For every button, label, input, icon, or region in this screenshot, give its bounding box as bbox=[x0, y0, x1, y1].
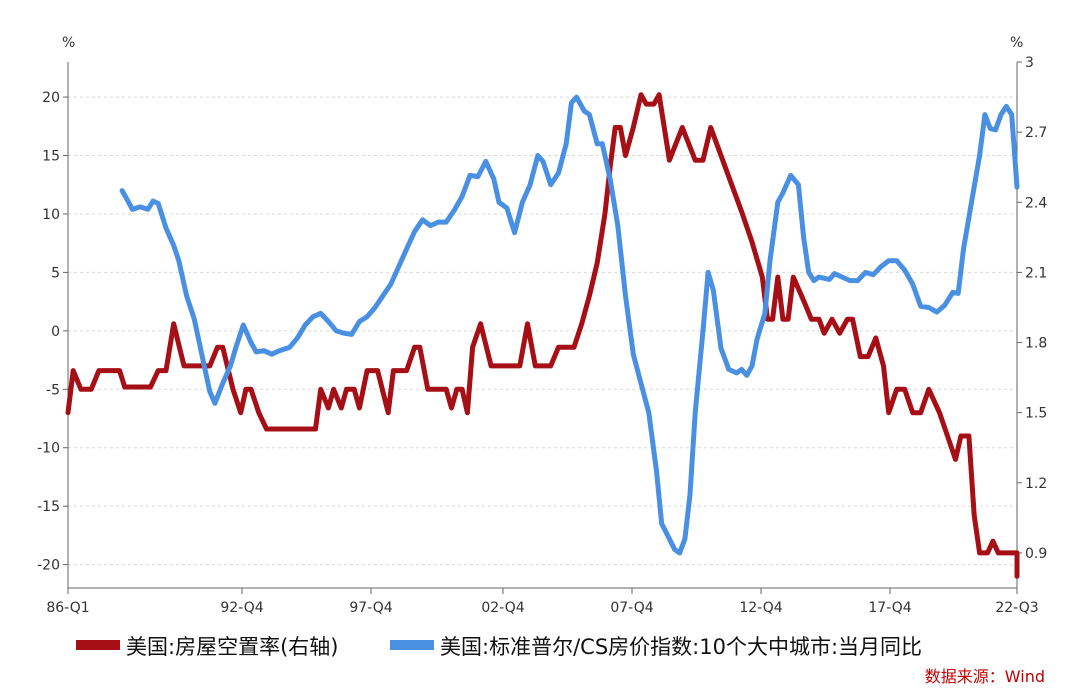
right-tick-label: 2.1 bbox=[1025, 265, 1047, 281]
legend-label-vacancy: 美国:房屋空置率(右轴) bbox=[126, 635, 338, 659]
left-tick-label: -5 bbox=[46, 382, 60, 398]
left-tick-label: -15 bbox=[37, 499, 60, 515]
x-tick-label: 02-Q4 bbox=[481, 600, 524, 616]
gridlines bbox=[68, 96, 1017, 566]
left-tick-label: -20 bbox=[37, 558, 60, 574]
left-tick-label: 15 bbox=[42, 149, 60, 165]
left-tick-label: -10 bbox=[37, 441, 60, 457]
legend-label-cs-index: 美国:标准普尔/CS房价指数:10个大中城市:当月同比 bbox=[440, 635, 922, 659]
right-tick-label: 1.2 bbox=[1025, 476, 1047, 492]
x-tick-label: 07-Q4 bbox=[610, 600, 653, 616]
right-tick-label: 2.4 bbox=[1025, 195, 1047, 211]
right-tick-label: 0.9 bbox=[1025, 546, 1047, 562]
left-axis-unit: % bbox=[62, 35, 75, 51]
x-axis-ticks: 86-Q1 92-Q4 97-Q4 02-Q4 07-Q4 12-Q4 17-Q4 22-Q3 bbox=[46, 588, 1039, 616]
series-line-vacancy-rate bbox=[65, 92, 1020, 579]
right-tick-label: 2.7 bbox=[1025, 125, 1047, 141]
x-tick-label: 92-Q4 bbox=[220, 600, 263, 616]
right-axis-ticks: 3 2.7 2.4 2.1 1.8 1.5 1.2 0.9 bbox=[1017, 55, 1047, 562]
x-tick-label: 86-Q1 bbox=[46, 600, 89, 616]
legend-swatch-cs-index bbox=[390, 640, 434, 650]
left-tick-label: 10 bbox=[42, 207, 60, 223]
x-tick-label: 97-Q4 bbox=[349, 600, 392, 616]
right-tick-label: 1.5 bbox=[1025, 406, 1047, 422]
legend-swatch-vacancy bbox=[76, 640, 120, 650]
series-line-cs-index bbox=[119, 94, 1020, 556]
axes bbox=[67, 62, 1018, 589]
x-tick-label: 12-Q4 bbox=[739, 600, 782, 616]
left-axis-ticks: 20 15 10 5 0 -5 -10 -15 -20 bbox=[37, 90, 68, 574]
x-tick-label: 17-Q4 bbox=[868, 600, 911, 616]
legend: 美国:房屋空置率(右轴) 美国:标准普尔/CS房价指数:10个大中城市:当月同比 bbox=[76, 635, 922, 659]
right-axis-unit: % bbox=[1010, 35, 1023, 51]
right-tick-label: 3 bbox=[1025, 55, 1034, 71]
x-tick-label: 22-Q3 bbox=[995, 600, 1038, 616]
left-tick-label: 0 bbox=[51, 324, 60, 340]
source-note: 数据来源：Wind bbox=[925, 667, 1045, 686]
left-tick-label: 5 bbox=[51, 265, 60, 281]
series-layer bbox=[65, 92, 1020, 579]
right-tick-label: 1.8 bbox=[1025, 336, 1047, 352]
left-tick-label: 20 bbox=[42, 90, 60, 106]
